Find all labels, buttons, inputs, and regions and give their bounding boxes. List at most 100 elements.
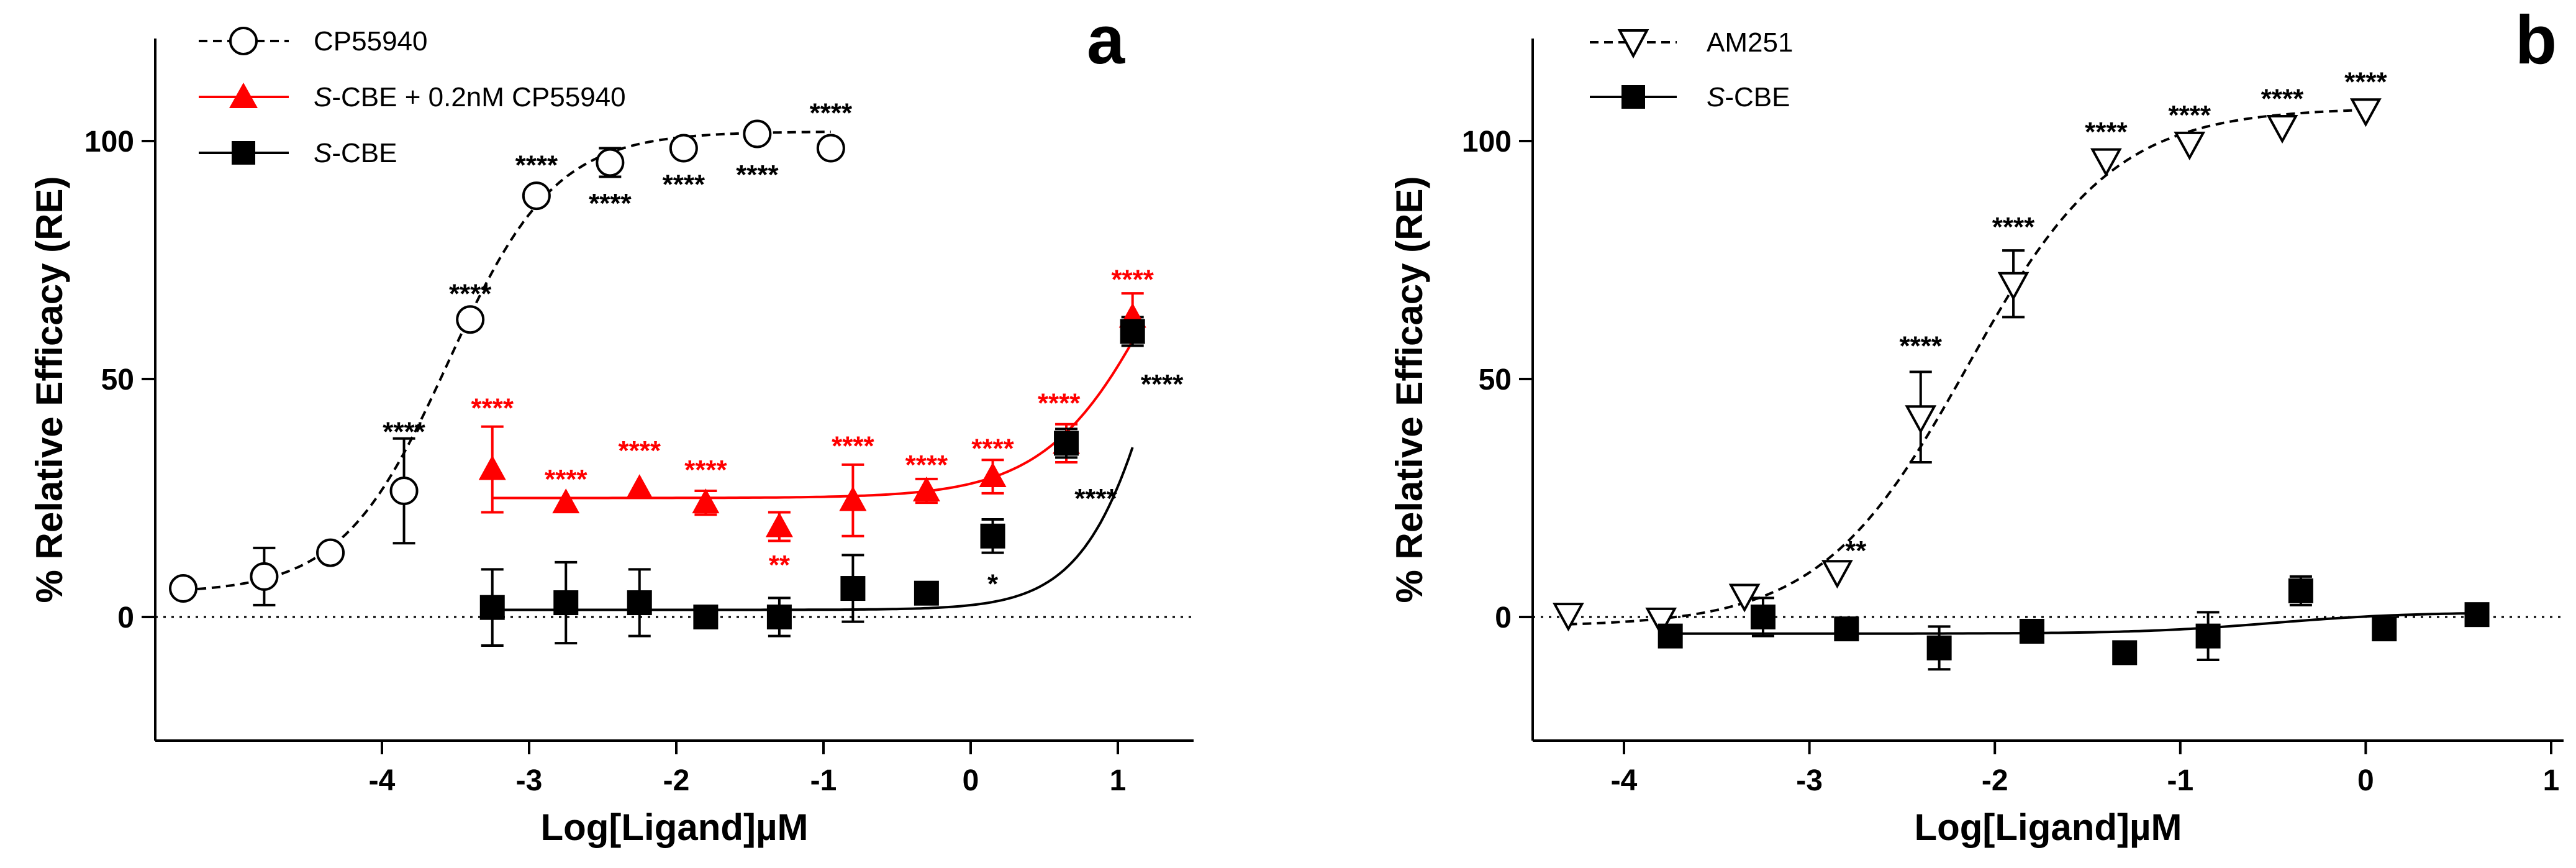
x-tick-label-1: 1 [2543,764,2560,797]
data-point-scbe-8 [2372,616,2397,642]
data-point-scbe-8 [1054,431,1079,456]
x-tick-label-1: 1 [1110,764,1127,797]
significance-label-scbe-cp55940-8: **** [1038,388,1081,419]
data-point-cp55940-4 [456,305,485,334]
data-point-cp55940-8 [743,119,772,148]
data-point-scbe-cp55940-1 [552,488,580,514]
legend-marker-scbe [232,141,255,165]
fit-curve-scbe-cp55940 [492,340,1134,500]
x-tick-label--3: -3 [1796,764,1823,797]
legend-marker-scbe-cp55940 [229,83,258,108]
significance-label-cp55940-5: **** [736,160,779,190]
significance-label-scbe-cp55940-0: **** [471,393,514,423]
panel-a-scbe-cp55940-points [478,303,1146,537]
panel-b-y-ticks: 0 50 100 [1462,126,1533,634]
legend-label-b-scbe-rest: -CBE [1725,82,1790,112]
panel-a-label: a [1087,2,1125,78]
panel-a-x-axis-label: Log[Ligand]µM [540,806,808,848]
data-point-scbe-cp55940-7 [979,462,1007,488]
data-point-scbe-cp55940-5 [839,486,867,511]
legend-label-cp55940: CP55940 [314,26,427,57]
legend-marker-am251 [1617,29,1649,59]
significance-label-scbe-2: **** [1141,369,1184,400]
panel-b: 0 50 100 -4 -3 -2 -1 0 1 % Relative Efficacy (R… [1389,2,2564,848]
data-point-cp55940-1 [250,562,279,591]
data-point-cp55940-5 [522,181,551,211]
data-point-scbe-0 [1658,623,1683,649]
data-point-am251-9 [2350,98,2382,127]
data-point-am251-8 [2266,115,2298,144]
significance-label-cp55940-0: **** [383,417,425,447]
data-point-scbe-7 [2288,578,2313,603]
panel-a-legend: CP55940 S-CBE + 0.2nM CP55940 S-CBE [199,26,626,168]
x-tick-label--4: -4 [1611,764,1638,797]
data-point-scbe-1 [553,590,579,616]
data-point-cp55940-9 [816,134,845,163]
data-point-cp55940-2 [316,538,345,567]
data-point-scbe-6 [2195,623,2221,649]
significance-label-scbe-0: * [987,569,999,600]
y-tick-label-50: 50 [101,363,134,396]
panel-b-legend: AM251 S-CBE [1590,27,1793,112]
significance-label-am251-0: ** [1845,536,1867,566]
data-point-scbe-cp55940-4 [765,512,793,537]
panel-a-cp55940-fit-curve [183,130,831,592]
significance-label-am251-1: **** [1900,331,1943,362]
fit-curve-am251 [1568,109,2366,626]
data-point-scbe-9 [2464,602,2490,628]
data-point-scbe-cp55940-0 [478,455,506,480]
significance-label-scbe-cp55940-2: **** [619,436,661,466]
legend-label-scbe-rest: -CBE [332,138,397,168]
data-point-scbe-5 [840,576,866,601]
x-tick-label--4: -4 [369,764,396,797]
panel-a-scbe-cp55940-significance-labels: ************************************** [471,264,1154,580]
x-tick-label--3: -3 [516,764,543,797]
panel-b-y-axis-label: % Relative Efficacy (RE) [1389,176,1430,603]
data-point-scbe-6 [914,580,939,606]
significance-label-scbe-cp55940-3: **** [684,455,727,485]
data-point-scbe-7 [980,523,1005,549]
significance-label-cp55940-2: **** [515,150,558,181]
significance-label-scbe-cp55940-5: **** [832,431,874,462]
legend-label-scbe-cp55940: S-CBE + 0.2nM CP55940 [314,82,626,112]
data-point-am251-0 [1553,603,1584,632]
fit-curve-scbe [492,447,1134,611]
panel-a-x-ticks: -4 -3 -2 -1 0 1 [369,741,1127,797]
y-tick-label-100: 100 [84,126,134,158]
significance-label-cp55940-3: **** [589,188,632,219]
panel-b-x-ticks: -4 -3 -2 -1 0 1 [1611,741,2560,797]
legend-item-am251: AM251 [1590,27,1793,59]
panel-a-y-ticks: 0 50 100 [84,126,155,634]
significance-label-cp55940-1: **** [449,278,492,309]
x-tick-label-0: 0 [963,764,979,797]
legend-marker-b-scbe [1621,85,1645,109]
panel-a-cp55940-points [169,119,845,603]
data-point-scbe-9 [1120,319,1145,344]
panel-b-am251-fit-curve [1568,109,2366,626]
legend-label-b-scbe: S-CBE [1707,82,1790,112]
panel-a-scbe-fit-curve [492,447,1134,611]
x-tick-label--1: -1 [2167,764,2193,797]
significance-label-am251-6: **** [2344,67,2387,98]
significance-label-cp55940-4: **** [663,169,705,199]
significance-label-cp55940-6: **** [810,98,853,128]
legend-label-am251: AM251 [1707,27,1793,58]
data-point-scbe-3 [1926,635,1952,660]
data-point-scbe-cp55940-3 [692,488,720,514]
legend-item-scbe: S-CBE [199,138,397,168]
significance-label-scbe-1: **** [1074,483,1117,514]
x-tick-label--2: -2 [1982,764,2008,797]
y-tick-label-100: 100 [1462,126,1512,158]
fit-curve-scbe [1670,611,2477,635]
significance-label-scbe-cp55940-7: **** [971,433,1014,464]
significance-label-am251-3: **** [2085,117,2128,147]
significance-label-scbe-cp55940-1: **** [545,464,587,495]
data-point-scbe-5 [2112,640,2138,665]
panel-a-scbe-cp55940-fit-curve [492,340,1134,500]
legend-label-scbe-italic: S [314,138,332,168]
significance-label-am251-5: **** [2261,83,2304,114]
data-point-scbe-1 [1750,605,1776,629]
data-point-am251-6 [2090,148,2122,177]
legend-item-cp55940: CP55940 [199,26,427,57]
